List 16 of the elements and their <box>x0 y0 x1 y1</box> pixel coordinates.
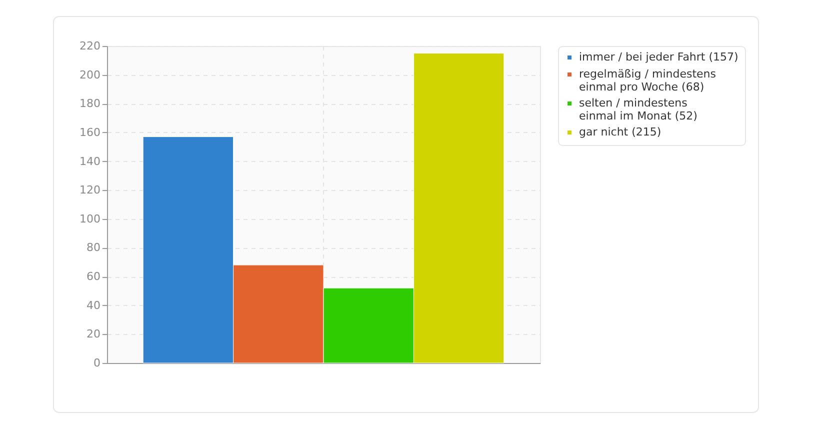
y-tick-label: 20 <box>86 328 100 341</box>
y-tick-label: 80 <box>86 241 100 254</box>
y-tick-label: 120 <box>80 184 100 197</box>
y-tick-label: 100 <box>80 212 100 226</box>
legend-label: immer / bei jeder Fahrt (157) <box>579 50 738 64</box>
y-tick-label: 200 <box>80 68 100 82</box>
y-tick-label: 0 <box>94 356 100 370</box>
y-tick-label: 60 <box>86 270 100 284</box>
legend-label: gar nicht (215) <box>579 126 662 138</box>
legend-label: selten / mindestens einmal im Monat (52) <box>579 96 698 122</box>
y-tick-label: 140 <box>80 154 100 168</box>
legend-label: regelmäßig / mindestens einmal pro Woche (68) <box>579 68 716 94</box>
y-tick-label: 40 <box>86 298 100 312</box>
y-tick-label: 180 <box>80 97 100 110</box>
y-tick-label: 160 <box>80 126 100 139</box>
y-tick-label: 220 <box>80 40 100 52</box>
